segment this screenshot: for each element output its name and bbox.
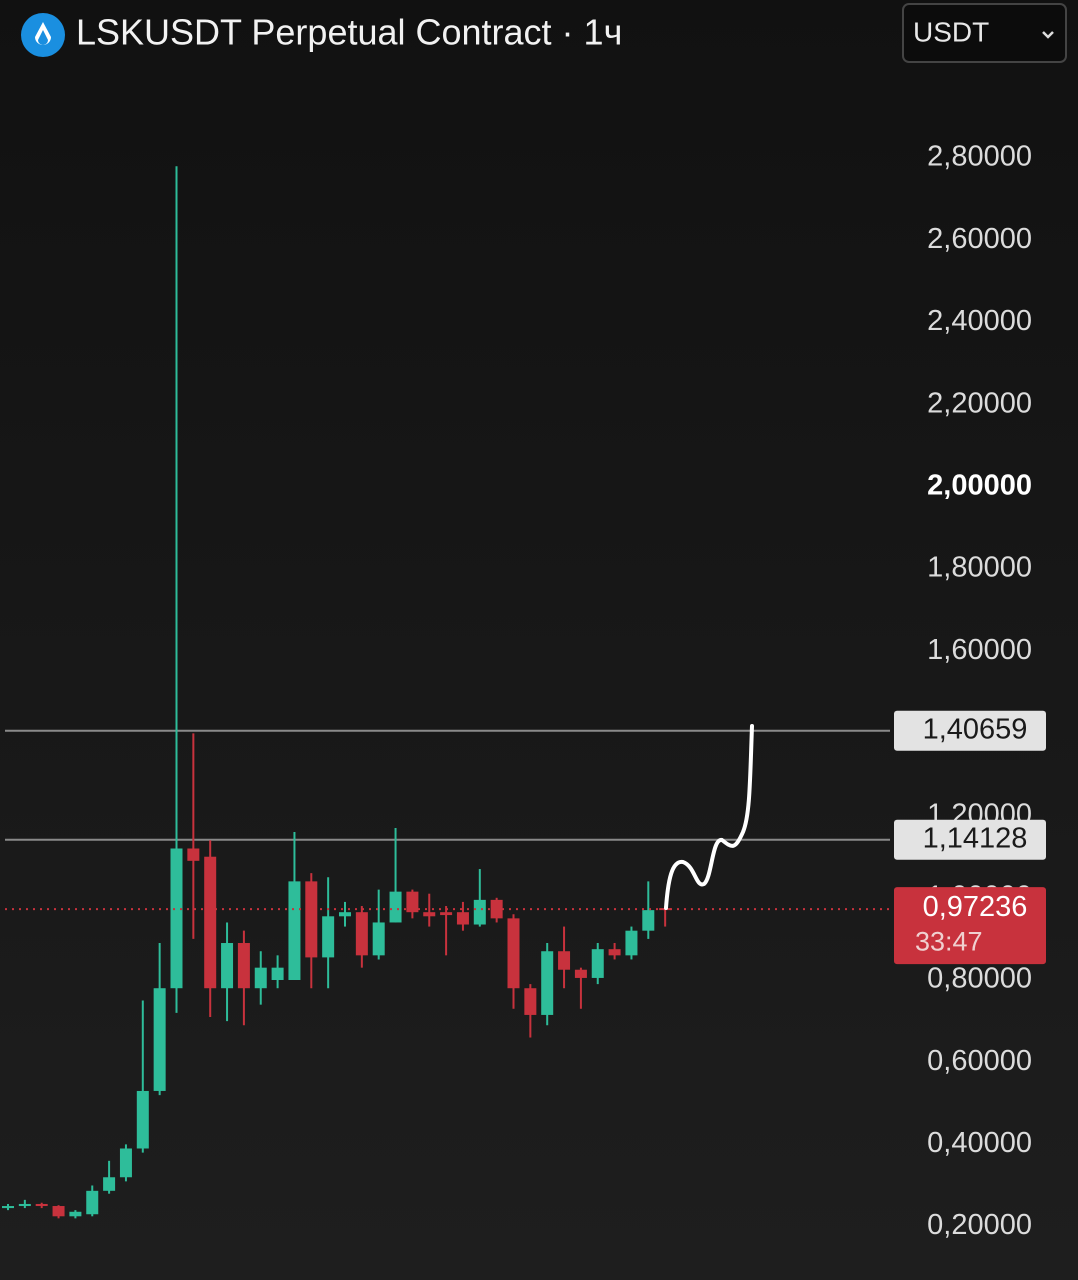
candle-body — [574, 969, 587, 978]
dropdown-arrow[interactable] — [1042, 31, 1054, 39]
candle-body — [339, 912, 351, 917]
y-tick-label: 0,40000 — [927, 1127, 1032, 1159]
coin-icon — [21, 13, 65, 57]
currency-dropdown[interactable] — [902, 3, 1067, 63]
candle-body — [237, 943, 250, 989]
line-price-label: 1,14128 — [923, 822, 1028, 854]
candle-body — [153, 988, 166, 1091]
y-tick-label: 2,20000 — [927, 387, 1032, 419]
candle-body — [440, 912, 453, 916]
candle-body — [271, 967, 284, 980]
candle-body — [254, 967, 267, 989]
candle-body — [221, 943, 234, 989]
hand-drawn-annotation — [664, 724, 754, 910]
candle-body — [305, 881, 318, 958]
y-tick-label: 0,20000 — [927, 1209, 1032, 1241]
line-price-label: 1,40659 — [923, 713, 1028, 745]
chart-title: LSKUSDT Perpetual Contract · 1ч — [76, 12, 622, 53]
candle-body — [52, 1206, 65, 1217]
candle-body — [204, 856, 217, 989]
candle-body — [372, 922, 385, 956]
y-tick-label: 1,60000 — [927, 634, 1032, 666]
candle-body — [136, 1090, 149, 1149]
candle-body — [558, 951, 571, 970]
y-tick-label: 2,80000 — [927, 141, 1032, 173]
countdown-label: 33:47 — [915, 926, 983, 956]
candle-body — [507, 918, 520, 989]
candle-body — [473, 899, 486, 925]
candle-body — [389, 891, 402, 923]
candle-body — [423, 912, 436, 917]
last-price-label: 0,97236 — [923, 891, 1028, 923]
candle-body — [456, 912, 469, 925]
candle-body — [322, 916, 335, 958]
candle-body — [18, 1203, 31, 1207]
currency-label[interactable]: USDT — [913, 16, 989, 47]
candle-body — [591, 949, 604, 978]
candle-body — [187, 848, 200, 861]
candle-body — [86, 1190, 99, 1215]
candle-body — [355, 912, 368, 956]
candle-body — [608, 949, 621, 956]
candle-body — [2, 1206, 14, 1209]
candle-body — [288, 881, 301, 980]
candle-body — [625, 930, 638, 956]
candle-body — [642, 910, 655, 931]
candle-body — [541, 951, 554, 1015]
y-tick-label: 0,60000 — [927, 1045, 1032, 1077]
candle-body — [406, 891, 419, 913]
line-price-box — [894, 710, 1046, 751]
candle-body — [35, 1203, 48, 1207]
y-tick-label: 2,00000 — [927, 470, 1032, 502]
candle-body — [69, 1211, 82, 1217]
candle-body — [103, 1177, 116, 1191]
last-price-box — [894, 887, 1046, 965]
candle-body — [524, 988, 537, 1015]
candle-body — [170, 848, 183, 989]
candle-body — [119, 1148, 132, 1178]
y-tick-label: 2,60000 — [927, 223, 1032, 255]
line-price-box — [894, 819, 1046, 860]
y-tick-label: 2,40000 — [927, 305, 1032, 337]
y-tick-label: 0,80000 — [927, 963, 1032, 995]
y-tick-label: 1,80000 — [927, 552, 1032, 584]
coin-icon-glyph — [35, 22, 51, 45]
